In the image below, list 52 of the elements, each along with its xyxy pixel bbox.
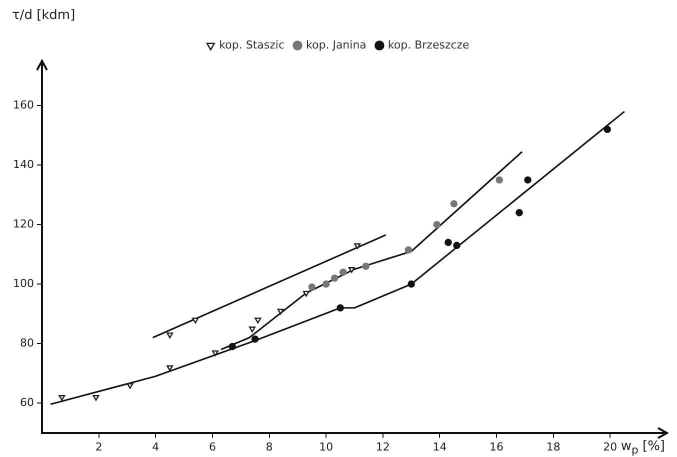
- point: [308, 283, 316, 291]
- y-tick-label: 100: [12, 276, 34, 290]
- x-tick-label: 4: [152, 440, 160, 454]
- x-tick-label: 20: [603, 440, 618, 454]
- legend-label: kop. Brzeszcze: [388, 38, 470, 52]
- point: [336, 304, 344, 312]
- x-tick-label: 16: [490, 440, 504, 454]
- x-axis-title: w$_{p}$ [%]: [620, 438, 665, 456]
- point: [516, 209, 523, 216]
- point: [433, 220, 441, 228]
- x-tick-label: 10: [319, 440, 334, 454]
- point: [604, 126, 611, 134]
- x-tick-label: 6: [208, 440, 216, 454]
- point: [277, 308, 284, 314]
- point: [444, 238, 452, 246]
- point: [254, 318, 262, 324]
- legend-label: kop. Staszic: [219, 38, 285, 52]
- point: [362, 262, 370, 270]
- point: [330, 274, 338, 282]
- point: [354, 243, 361, 250]
- x-tick-label: 14: [432, 440, 447, 454]
- y-tick-label: 120: [12, 217, 34, 230]
- y-axis-title: τ/d [kdm]: [12, 8, 76, 23]
- point: [404, 246, 412, 254]
- point: [302, 290, 310, 297]
- point: [453, 242, 460, 250]
- y-tick-label: 60: [20, 396, 34, 409]
- point: [496, 176, 504, 184]
- point: [166, 332, 174, 338]
- point: [166, 365, 174, 372]
- point: [524, 176, 532, 184]
- x-tick-label: 8: [266, 440, 273, 454]
- y-tick-label: 160: [12, 98, 34, 112]
- point: [251, 335, 259, 343]
- point: [450, 200, 458, 208]
- point: [339, 268, 347, 276]
- y-tick-label: 140: [12, 158, 34, 171]
- point: [248, 326, 256, 332]
- y-tick-label: 80: [20, 336, 34, 350]
- x-tick-label: 12: [376, 440, 390, 454]
- point: [126, 383, 134, 389]
- point: [348, 267, 355, 273]
- point: [322, 280, 330, 288]
- point: [228, 342, 236, 350]
- point: [92, 394, 100, 401]
- x-tick-label: 2: [95, 440, 102, 454]
- point: [58, 394, 66, 401]
- point: [192, 318, 199, 324]
- x-tick-label: 18: [546, 440, 560, 454]
- point: [212, 350, 219, 356]
- legend-label: kop. Janina: [306, 38, 366, 52]
- point: [408, 280, 415, 288]
